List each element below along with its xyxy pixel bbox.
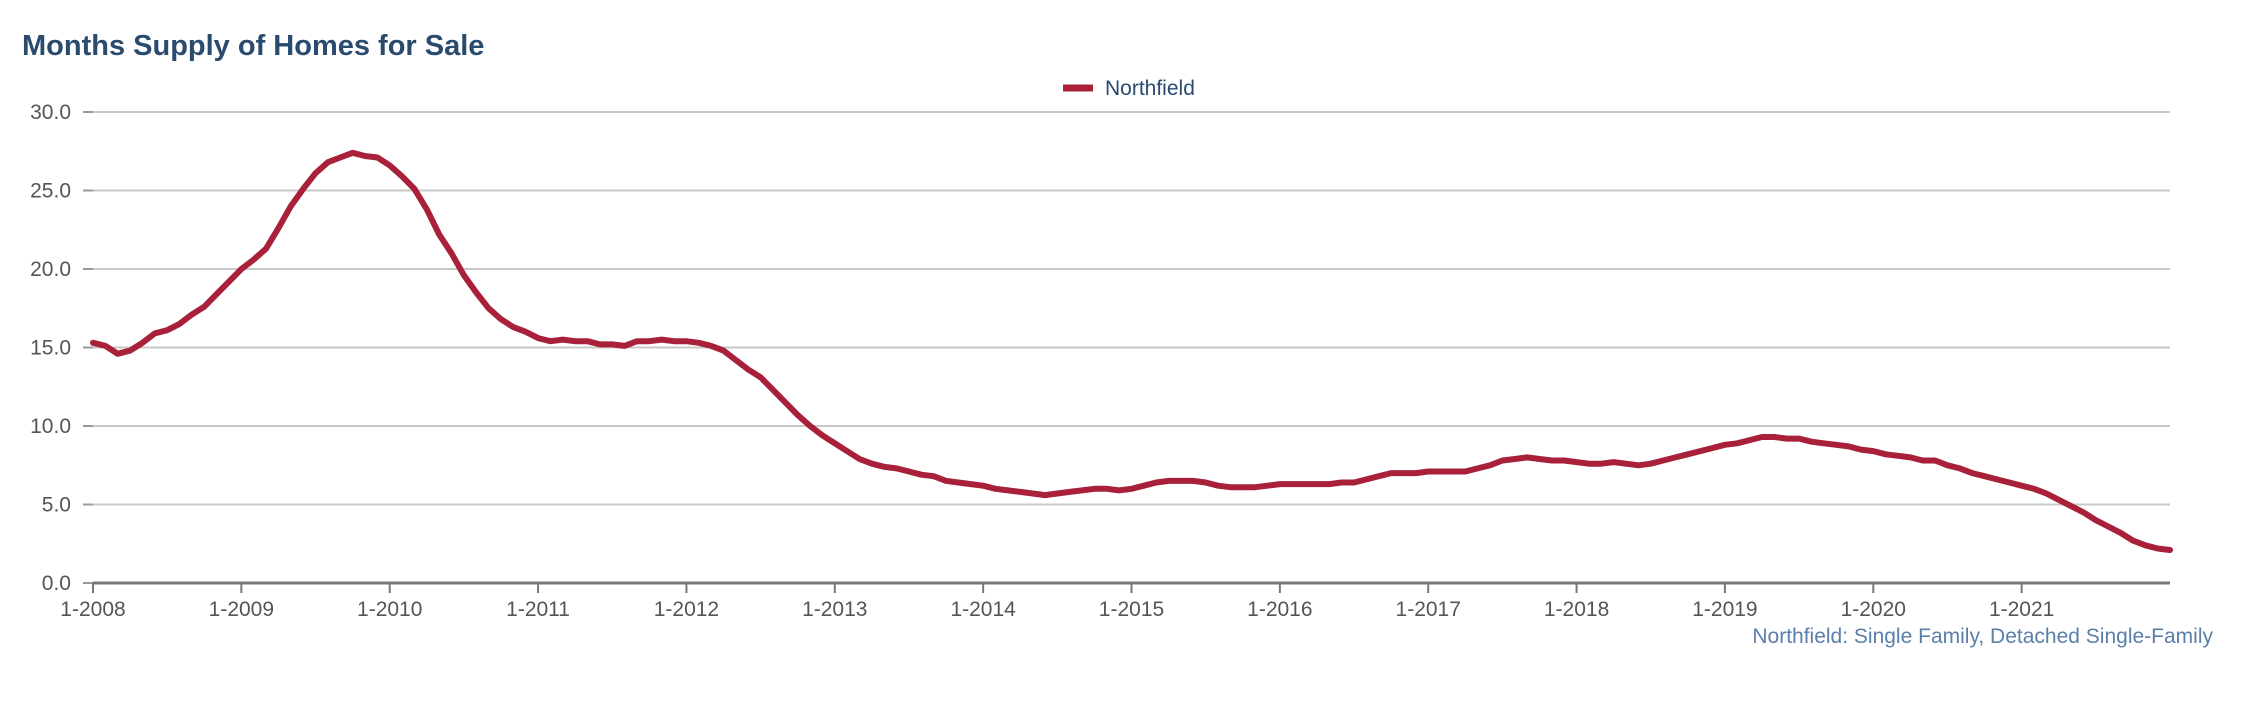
y-axis-ticks: 0.0 5.0 10.0 15.0 20.0 25.0 30.0 [30, 101, 93, 595]
y-tick-label: 15.0 [30, 337, 71, 360]
chart-footnote: Northfield: Single Family, Detached Sing… [1752, 625, 2213, 648]
series-lines [90, 149, 2173, 553]
chart-title: Months Supply of Homes for Sale [22, 30, 485, 62]
y-tick-label: 20.0 [30, 258, 71, 281]
x-tick-label: 1-2014 [950, 598, 1016, 621]
legend-label: Northfield [1105, 77, 1195, 100]
y-tick-label: 30.0 [30, 101, 71, 124]
x-tick-label: 1-2012 [654, 598, 719, 621]
y-tick-label: 10.0 [30, 415, 71, 438]
x-tick-label: 1-2018 [1544, 598, 1609, 621]
y-tick-label: 0.0 [42, 572, 71, 595]
x-tick-label: 1-2015 [1099, 598, 1164, 621]
x-tick-label: 1-2010 [357, 598, 422, 621]
series-line-northfield [90, 149, 2173, 553]
gridlines [93, 111, 2170, 506]
x-tick-label: 1-2019 [1692, 598, 1757, 621]
x-tick-label: 1-2008 [60, 598, 125, 621]
x-tick-label: 1-2021 [1989, 598, 2054, 621]
y-tick-label: 25.0 [30, 180, 71, 203]
x-tick-label: 1-2016 [1247, 598, 1312, 621]
x-tick-label: 1-2011 [506, 598, 570, 621]
y-tick-label: 5.0 [42, 494, 71, 517]
x-tick-label: 1-2013 [802, 598, 867, 621]
x-axis: 1-2008 1-2009 1-2010 1-2011 1-2012 1-2013 1-20… [60, 581, 2170, 621]
legend: Northfield [1063, 77, 1195, 100]
x-tick-label: 1-2017 [1396, 598, 1461, 621]
x-tick-label: 1-2009 [209, 598, 274, 621]
x-tick-label: 1-2020 [1841, 598, 1906, 621]
